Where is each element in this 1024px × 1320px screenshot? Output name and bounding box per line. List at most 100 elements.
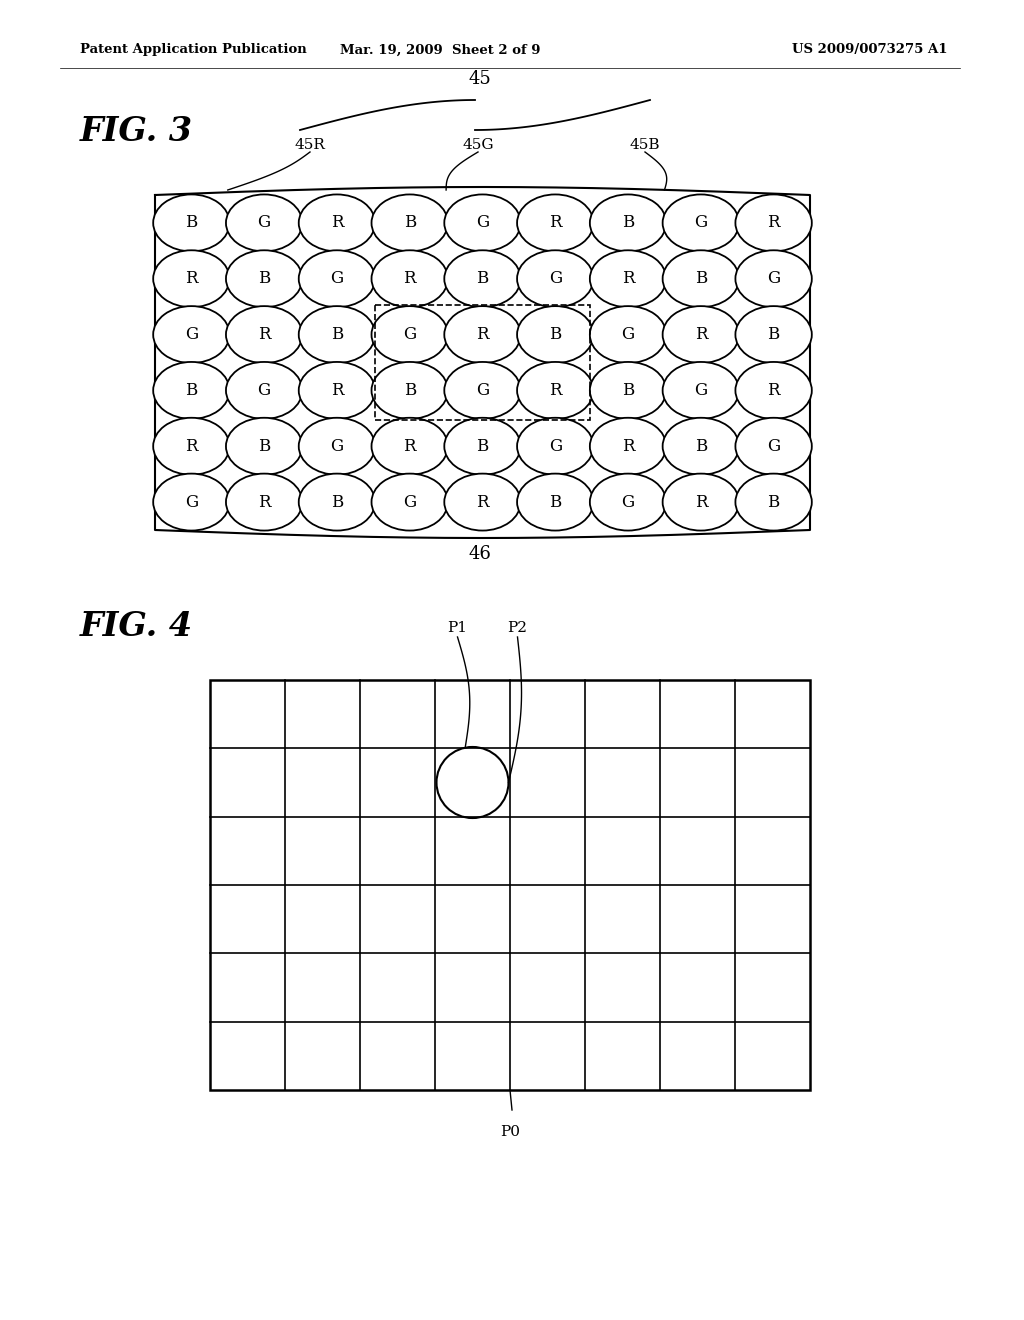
- Ellipse shape: [444, 362, 521, 418]
- Ellipse shape: [372, 362, 447, 418]
- Text: R: R: [185, 271, 198, 288]
- Text: P1: P1: [447, 620, 468, 635]
- Text: Mar. 19, 2009  Sheet 2 of 9: Mar. 19, 2009 Sheet 2 of 9: [340, 44, 541, 57]
- Text: B: B: [403, 381, 416, 399]
- Text: G: G: [184, 326, 198, 343]
- Text: 45B: 45B: [630, 139, 660, 152]
- Ellipse shape: [154, 194, 229, 251]
- Text: G: G: [403, 494, 417, 511]
- Text: B: B: [694, 438, 707, 455]
- Text: P0: P0: [500, 1125, 520, 1139]
- Ellipse shape: [226, 194, 302, 251]
- Ellipse shape: [517, 194, 594, 251]
- Text: Patent Application Publication: Patent Application Publication: [80, 44, 307, 57]
- Ellipse shape: [517, 306, 594, 363]
- Ellipse shape: [517, 474, 594, 531]
- Ellipse shape: [226, 251, 302, 308]
- Ellipse shape: [299, 362, 375, 418]
- Text: R: R: [331, 214, 343, 231]
- Ellipse shape: [517, 417, 594, 475]
- Text: R: R: [476, 494, 488, 511]
- Text: R: R: [403, 271, 416, 288]
- Text: G: G: [767, 438, 780, 455]
- Text: G: G: [331, 438, 343, 455]
- Text: R: R: [476, 326, 488, 343]
- Ellipse shape: [590, 306, 667, 363]
- Ellipse shape: [663, 251, 739, 308]
- Ellipse shape: [735, 417, 812, 475]
- Ellipse shape: [299, 251, 375, 308]
- Text: G: G: [694, 381, 708, 399]
- Text: R: R: [185, 438, 198, 455]
- Ellipse shape: [590, 474, 667, 531]
- Ellipse shape: [735, 194, 812, 251]
- Ellipse shape: [226, 474, 302, 531]
- Ellipse shape: [444, 417, 521, 475]
- Ellipse shape: [299, 194, 375, 251]
- Text: G: G: [184, 494, 198, 511]
- Text: B: B: [549, 494, 561, 511]
- Text: B: B: [403, 214, 416, 231]
- Text: B: B: [622, 381, 634, 399]
- Ellipse shape: [299, 474, 375, 531]
- Ellipse shape: [590, 194, 667, 251]
- Ellipse shape: [517, 251, 594, 308]
- Text: G: G: [549, 438, 562, 455]
- Ellipse shape: [154, 474, 229, 531]
- Ellipse shape: [154, 417, 229, 475]
- Text: G: G: [622, 326, 635, 343]
- Ellipse shape: [517, 362, 594, 418]
- Text: B: B: [476, 438, 488, 455]
- Ellipse shape: [154, 306, 229, 363]
- Text: R: R: [694, 326, 708, 343]
- Ellipse shape: [372, 417, 447, 475]
- Ellipse shape: [299, 417, 375, 475]
- Text: R: R: [549, 214, 561, 231]
- Text: G: G: [767, 271, 780, 288]
- Ellipse shape: [735, 474, 812, 531]
- Text: G: G: [476, 214, 489, 231]
- Text: G: G: [622, 494, 635, 511]
- Text: R: R: [622, 271, 634, 288]
- Ellipse shape: [590, 251, 667, 308]
- Ellipse shape: [154, 251, 229, 308]
- Text: B: B: [331, 326, 343, 343]
- Text: G: G: [549, 271, 562, 288]
- Text: B: B: [258, 438, 270, 455]
- Text: P2: P2: [508, 620, 527, 635]
- Text: R: R: [622, 438, 634, 455]
- Text: FIG. 3: FIG. 3: [80, 115, 194, 148]
- Ellipse shape: [663, 194, 739, 251]
- Ellipse shape: [299, 306, 375, 363]
- Ellipse shape: [663, 362, 739, 418]
- Text: 45: 45: [469, 70, 492, 88]
- Ellipse shape: [735, 251, 812, 308]
- Text: FIG. 4: FIG. 4: [80, 610, 194, 643]
- Text: G: G: [331, 271, 343, 288]
- Ellipse shape: [226, 362, 302, 418]
- Text: R: R: [331, 381, 343, 399]
- Ellipse shape: [372, 474, 447, 531]
- Text: B: B: [258, 271, 270, 288]
- Ellipse shape: [663, 417, 739, 475]
- Ellipse shape: [735, 306, 812, 363]
- Ellipse shape: [372, 194, 447, 251]
- Bar: [210, 680, 810, 1090]
- Text: G: G: [258, 214, 270, 231]
- Ellipse shape: [663, 306, 739, 363]
- Ellipse shape: [372, 251, 447, 308]
- Ellipse shape: [444, 194, 521, 251]
- Ellipse shape: [226, 306, 302, 363]
- Text: G: G: [476, 381, 489, 399]
- Text: R: R: [767, 214, 780, 231]
- Ellipse shape: [226, 417, 302, 475]
- Ellipse shape: [372, 306, 447, 363]
- Ellipse shape: [154, 362, 229, 418]
- Text: B: B: [694, 271, 707, 288]
- Text: B: B: [767, 326, 779, 343]
- Text: US 2009/0073275 A1: US 2009/0073275 A1: [793, 44, 948, 57]
- Text: R: R: [549, 381, 561, 399]
- Text: B: B: [549, 326, 561, 343]
- Text: R: R: [694, 494, 708, 511]
- Text: B: B: [476, 271, 488, 288]
